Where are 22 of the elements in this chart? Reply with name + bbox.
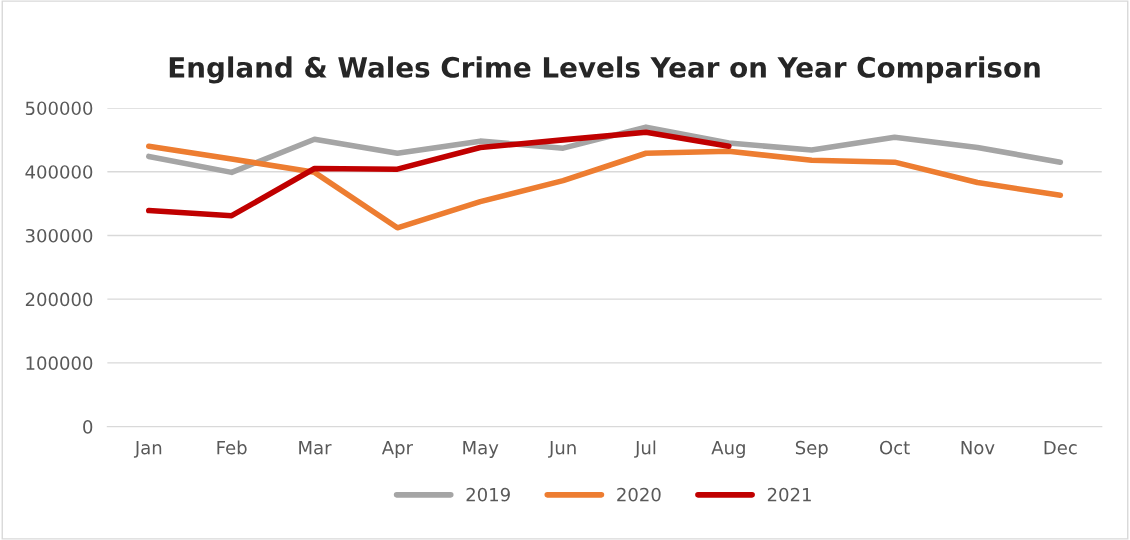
y-tick-label: 300000 — [25, 228, 93, 243]
x-tick-label: Aug — [711, 441, 745, 458]
y-tick-label: 0 — [83, 420, 93, 434]
x-tick-label: Dec — [1044, 441, 1077, 455]
x-tick-label: Mar — [299, 441, 332, 455]
x-tick-label: May — [463, 441, 499, 458]
x-tick-label: Apr — [381, 441, 413, 458]
legend-label: 2019 — [466, 487, 510, 502]
x-tick-label: Nov — [961, 441, 995, 455]
y-tick-label: 500000 — [25, 101, 93, 116]
legend-label: 2021 — [767, 487, 811, 502]
x-tick-label: Jan — [133, 441, 162, 458]
x-tick-label: Feb — [217, 440, 247, 455]
legend-label: 2020 — [617, 487, 661, 502]
y-tick-label: 200000 — [25, 292, 93, 307]
x-tick-label: Jun — [548, 441, 576, 458]
x-tick-label: Oct — [879, 440, 910, 455]
y-tick-label: 400000 — [25, 165, 93, 179]
y-tick-label: 100000 — [26, 356, 93, 370]
x-tick-label: Sep — [795, 440, 828, 458]
x-tick-label: Jul — [634, 440, 656, 458]
chart-title: England & Wales Crime Levels Year on Year Comparison — [169, 56, 1040, 84]
